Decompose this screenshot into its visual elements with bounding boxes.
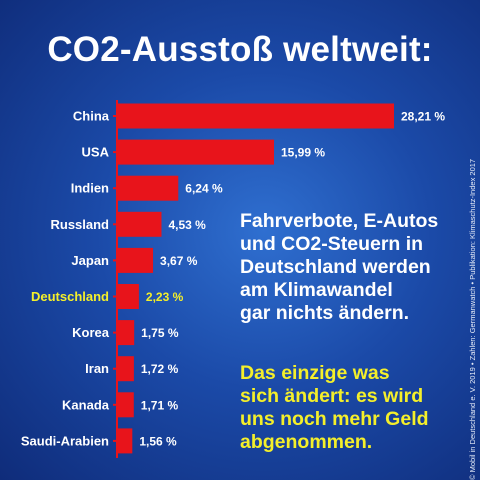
claim-line: abgenommen. [240,431,373,453]
category-label: Deutschland [31,289,109,304]
bar-china [117,103,394,129]
bar-korea [117,320,135,346]
page-title: CO2-Ausstoß weltweit: [47,30,433,69]
category-label: USA [82,145,110,160]
value-label: 6,24 % [185,182,223,196]
value-label: 4,53 % [168,218,206,232]
category-label: Japan [71,253,109,268]
bar-usa [117,139,275,165]
category-label: Iran [85,361,109,376]
value-label: 1,75 % [141,326,179,340]
bar-russland [117,211,162,237]
category-label: Russland [50,217,109,232]
category-label: China [73,109,110,124]
bar-iran [117,356,134,382]
claim-line: uns noch mehr Geld [240,408,429,430]
bar-kanada [117,392,134,418]
claim-text-white: Fahrverbote, E-Autos und CO2-Steuern in … [240,210,470,325]
value-label: 3,67 % [160,254,198,268]
category-label: Korea [72,325,110,340]
claim-line: Das einzige was [240,362,390,384]
value-label: 15,99 % [281,146,325,160]
category-label: Indien [71,181,109,196]
value-label: 1,56 % [139,434,177,448]
claim-line: Deutschland werden [240,256,431,278]
category-label: Saudi-Arabien [21,433,109,448]
category-label: Kanada [62,397,110,412]
value-label: 1,71 % [141,398,179,412]
claim-line: sich ändert: es wird [240,385,424,407]
bar-saudi-arabien [117,428,133,454]
bar-japan [117,247,154,273]
value-label: 28,21 % [401,110,445,124]
claim-line: am Klimawandel [240,279,393,301]
claim-text-yellow: Das einzige was sich ändert: es wird uns… [240,362,470,454]
source-credit: © Mobil in Deutschland e. V. 2019 • Zahl… [468,158,477,480]
claim-line: gar nichts ändern. [240,302,410,324]
bar-deutschland [117,284,139,309]
value-label: 1,72 % [141,362,179,376]
bar-indien [117,175,179,201]
value-label: 2,23 % [146,290,184,304]
claim-line: Fahrverbote, E-Autos [240,210,439,232]
claim-line: und CO2-Steuern in [240,233,424,255]
